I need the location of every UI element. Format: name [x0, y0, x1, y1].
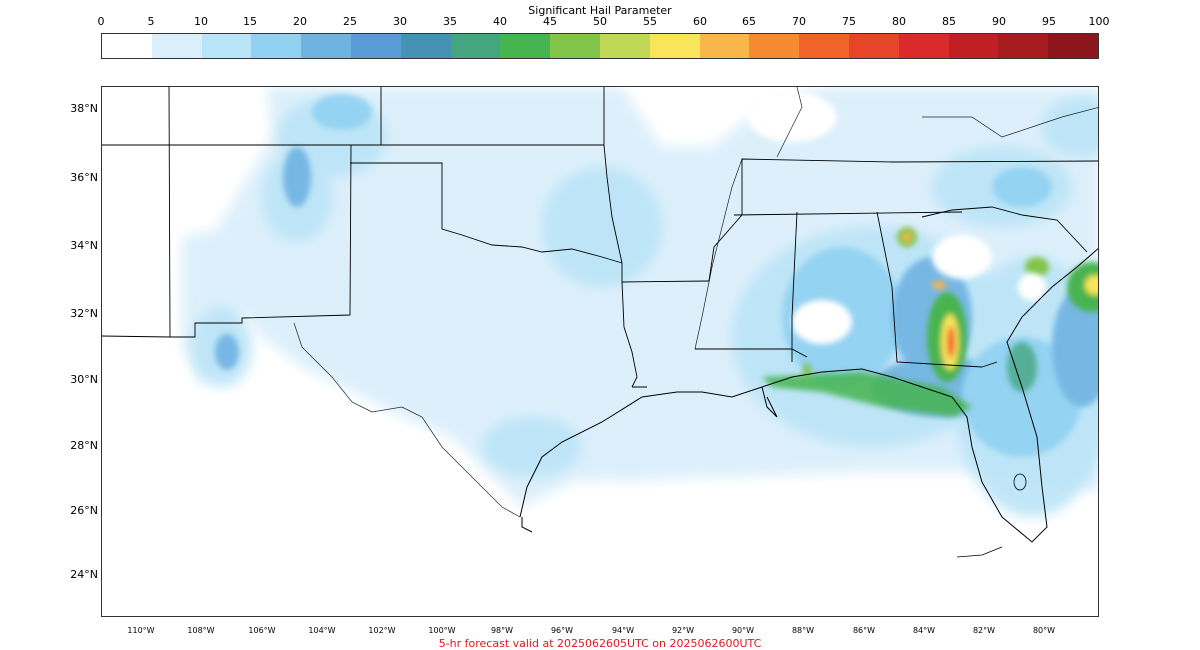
rivers	[293, 87, 1098, 518]
lat-label: 28°N	[70, 439, 98, 452]
lon-label: 80°W	[1032, 626, 1056, 635]
colorbar-segment	[649, 34, 700, 58]
lat-label: 24°N	[70, 568, 98, 581]
state-borders	[102, 87, 1098, 388]
colorbar-segment	[500, 34, 551, 58]
lat-label: 38°N	[70, 102, 98, 115]
lon-label: 82°W	[972, 626, 996, 635]
lon-label: 98°W	[490, 626, 514, 635]
colorbar-tick: 70	[792, 15, 806, 28]
colorbar-segment	[799, 34, 849, 58]
colorbar-tick: 10	[194, 15, 208, 28]
colorbar-tick: 85	[942, 15, 956, 28]
shading-holes	[747, 92, 1046, 344]
colorbar-tick: 15	[243, 15, 257, 28]
colorbar-tick: 0	[97, 15, 105, 28]
colorbar-tick: 30	[393, 15, 407, 28]
colorbar-title: Significant Hail Parameter	[528, 4, 672, 17]
lon-label: 108°W	[187, 626, 215, 635]
colorbar-segment	[848, 34, 899, 58]
colorbar-tick: 5	[147, 15, 155, 28]
lat-label: 34°N	[70, 239, 98, 252]
colorbar-segment	[301, 34, 351, 58]
forecast-valid-time: 5-hr forecast valid at 2025062605UTC on …	[438, 637, 762, 650]
lat-label: 26°N	[70, 504, 98, 517]
islands	[956, 473, 1027, 558]
lon-label: 102°W	[368, 626, 396, 635]
colorbar-tick: 20	[293, 15, 307, 28]
colorbar-segment	[450, 34, 501, 58]
colorbar-tick: 75	[842, 15, 856, 28]
colorbar-tick: 55	[643, 15, 657, 28]
colorbar-tick: 35	[443, 15, 457, 28]
lon-label: 104°W	[308, 626, 336, 635]
forecast-map	[101, 86, 1099, 617]
colorbar-segment	[251, 34, 302, 58]
colorbar-segment	[948, 34, 999, 58]
colorbar-tick: 65	[742, 15, 756, 28]
colorbar-tick: 90	[992, 15, 1006, 28]
lon-label: 94°W	[611, 626, 635, 635]
lon-label: 84°W	[912, 626, 936, 635]
colorbar-segment	[599, 34, 650, 58]
colorbar-segment	[749, 34, 800, 58]
colorbar-segment	[350, 34, 401, 58]
lon-label: 110°W	[127, 626, 155, 635]
colorbar-tick: 60	[693, 15, 707, 28]
colorbar-segment	[400, 34, 451, 58]
colorbar-segment	[1048, 34, 1098, 58]
colorbar-tick: 80	[892, 15, 906, 28]
lon-label: 88°W	[791, 626, 815, 635]
colorbar	[101, 33, 1099, 59]
colorbar-segment	[699, 34, 750, 58]
colorbar-tick: 50	[593, 15, 607, 28]
lon-label: 106°W	[248, 626, 276, 635]
lon-label: 100°W	[428, 626, 456, 635]
colorbar-segment	[550, 34, 600, 58]
map-svg	[102, 87, 1098, 558]
colorbar-segment	[151, 34, 202, 58]
colorbar-tick: 40	[493, 15, 507, 28]
lat-label: 36°N	[70, 171, 98, 184]
shading-hot	[762, 227, 1098, 417]
colorbar-tick: 45	[543, 15, 557, 28]
lat-label: 32°N	[70, 307, 98, 320]
colorbar-segment	[998, 34, 1049, 58]
colorbar-tick: 95	[1042, 15, 1056, 28]
colorbar-tick: 25	[343, 15, 357, 28]
colorbar-tick: 100	[1088, 15, 1110, 28]
coastline	[519, 248, 1098, 543]
colorbar-segment	[102, 34, 152, 58]
colorbar-segment	[201, 34, 252, 58]
lon-label: 96°W	[550, 626, 574, 635]
colorbar-segment	[898, 34, 949, 58]
lat-label: 30°N	[70, 373, 98, 386]
lon-label: 90°W	[731, 626, 755, 635]
lon-label: 86°W	[852, 626, 876, 635]
lon-label: 92°W	[671, 626, 695, 635]
